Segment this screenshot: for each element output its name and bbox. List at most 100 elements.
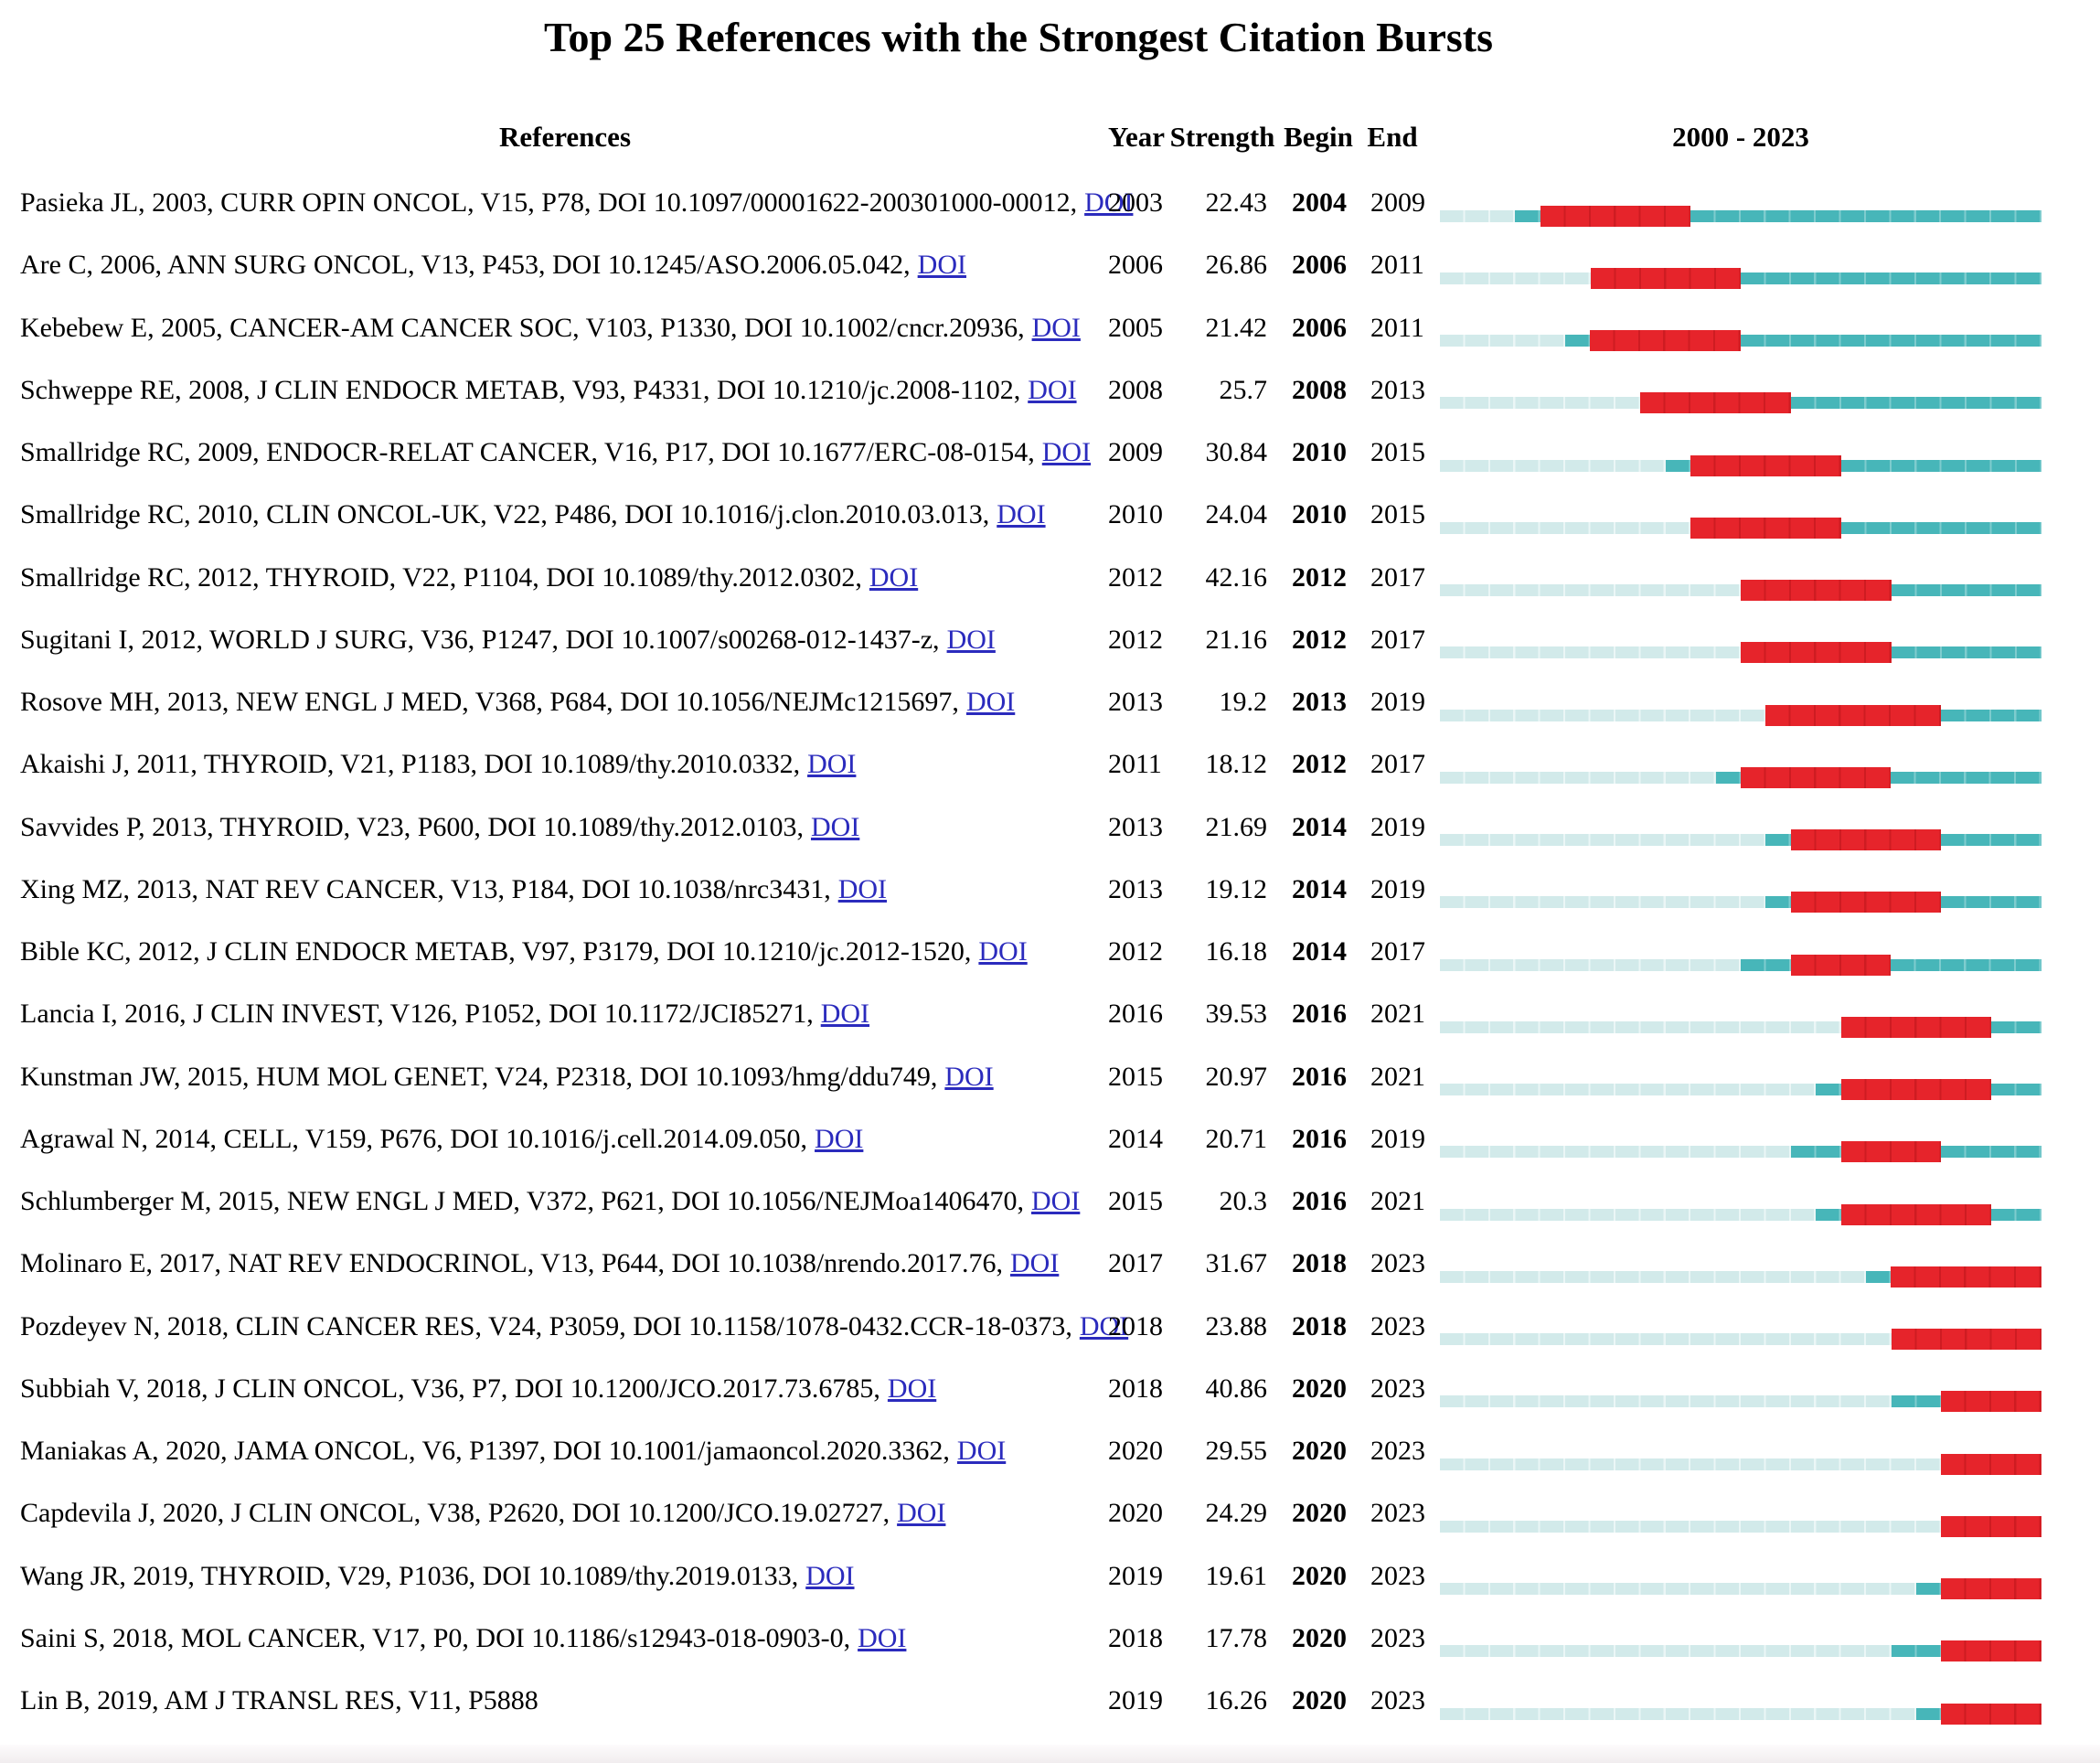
- doi-link[interactable]: DOI: [997, 499, 1046, 530]
- strength-cell: 19.2: [1219, 687, 1268, 717]
- doi-link[interactable]: DOI: [837, 873, 888, 904]
- burst-segment: [1590, 267, 1741, 289]
- year-cell: 2005: [1108, 312, 1163, 343]
- pre-publication-segment: [1440, 709, 1766, 721]
- end-cell: 2023: [1370, 1248, 1425, 1279]
- strength-cell: 21.69: [1205, 811, 1268, 842]
- end-cell: 2023: [1370, 1436, 1425, 1466]
- table-row: Maniakas A, 2020, JAMA ONCOL, V6, P1397,…: [0, 1431, 2100, 1475]
- doi-link[interactable]: DOI: [858, 1622, 907, 1653]
- strength-cell: 39.53: [1205, 999, 1268, 1030]
- strength-cell: 29.55: [1205, 1436, 1268, 1466]
- burst-segment: [1540, 205, 1691, 227]
- doi-link[interactable]: DOI: [965, 687, 1016, 717]
- reference-citation: Pasieka JL, 2003, CURR OPIN ONCOL, V15, …: [20, 187, 1078, 218]
- pre-publication-segment: [1440, 646, 1741, 659]
- begin-cell: 2016: [1292, 1123, 1347, 1154]
- post-burst-segment: [1991, 1208, 2041, 1221]
- burst-timeline-bar: [1440, 954, 2041, 976]
- begin-cell: 2014: [1292, 873, 1347, 904]
- published-segment: [1891, 1645, 1942, 1658]
- year-cell: 2018: [1108, 1310, 1163, 1341]
- doi-link[interactable]: DOI: [805, 1560, 855, 1591]
- doi-link[interactable]: DOI: [815, 1123, 864, 1154]
- table-row: Molinaro E, 2017, NAT REV ENDOCRINOL, V1…: [0, 1244, 2100, 1288]
- doi-link[interactable]: DOI: [956, 1436, 1007, 1466]
- pre-publication-segment: [1440, 958, 1741, 971]
- year-cell: 2017: [1108, 1248, 1163, 1279]
- year-cell: 2003: [1108, 187, 1163, 218]
- pre-publication-segment: [1440, 272, 1591, 284]
- reference-text: Agrawal N, 2014, CELL, V159, P676, DOI 1…: [20, 1119, 863, 1159]
- doi-link[interactable]: DOI: [1079, 1310, 1129, 1341]
- burst-segment: [1840, 1079, 1992, 1100]
- reference-text: Lancia I, 2016, J CLIN INVEST, V126, P10…: [20, 994, 869, 1034]
- begin-cell: 2020: [1292, 1436, 1347, 1466]
- reference-text: Subbiah V, 2018, J CLIN ONCOL, V36, P7, …: [20, 1369, 936, 1409]
- doi-link[interactable]: DOI: [1084, 187, 1134, 218]
- doi-link[interactable]: DOI: [810, 811, 860, 842]
- pre-publication-segment: [1440, 1395, 1892, 1408]
- published-segment: [1765, 834, 1791, 846]
- reference-text: Pasieka JL, 2003, CURR OPIN ONCOL, V15, …: [20, 183, 1133, 223]
- reference-text: Sugitani I, 2012, WORLD J SURG, V36, P12…: [20, 620, 996, 660]
- begin-cell: 2016: [1292, 1061, 1347, 1092]
- end-cell: 2019: [1370, 811, 1425, 842]
- reference-citation: Saini S, 2018, MOL CANCER, V17, P0, DOI …: [20, 1622, 851, 1653]
- end-cell: 2017: [1370, 749, 1425, 780]
- begin-cell: 2010: [1292, 437, 1347, 467]
- table-row: Smallridge RC, 2009, ENDOCR-RELAT CANCER…: [0, 433, 2100, 476]
- end-cell: 2021: [1370, 1061, 1425, 1092]
- doi-link[interactable]: DOI: [1031, 1186, 1081, 1216]
- begin-cell: 2006: [1292, 312, 1347, 343]
- doi-link[interactable]: DOI: [917, 250, 966, 281]
- reference-text: Are C, 2006, ANN SURG ONCOL, V13, P453, …: [20, 245, 966, 285]
- year-cell: 2006: [1108, 250, 1163, 281]
- pre-publication-segment: [1440, 1645, 1892, 1658]
- doi-link[interactable]: DOI: [1028, 374, 1077, 405]
- reference-citation: Pozdeyev N, 2018, CLIN CANCER RES, V24, …: [20, 1310, 1072, 1341]
- reference-citation: Smallridge RC, 2009, ENDOCR-RELAT CANCER…: [20, 437, 1035, 467]
- doi-link[interactable]: DOI: [807, 749, 857, 780]
- reference-text: Smallridge RC, 2010, CLIN ONCOL-UK, V22,…: [20, 495, 1046, 535]
- reference-citation: Schweppe RE, 2008, J CLIN ENDOCR METAB, …: [20, 374, 1021, 405]
- end-cell: 2015: [1370, 437, 1425, 467]
- strength-cell: 19.61: [1205, 1560, 1268, 1591]
- post-burst-segment: [1941, 834, 2041, 846]
- strength-cell: 19.12: [1205, 873, 1268, 904]
- column-header-timeline-range: 2000 - 2023: [1672, 121, 1809, 153]
- reference-citation: Kebebew E, 2005, CANCER-AM CANCER SOC, V…: [20, 312, 1025, 343]
- begin-cell: 2016: [1292, 1186, 1347, 1216]
- table-row: Schlumberger M, 2015, NEW ENGL J MED, V3…: [0, 1181, 2100, 1225]
- doi-link[interactable]: DOI: [820, 999, 870, 1030]
- doi-link[interactable]: DOI: [1041, 437, 1092, 467]
- end-cell: 2011: [1370, 250, 1424, 281]
- pre-publication-segment: [1440, 1208, 1817, 1221]
- strength-cell: 20.3: [1219, 1186, 1268, 1216]
- doi-link[interactable]: DOI: [887, 1373, 937, 1404]
- doi-link[interactable]: DOI: [946, 624, 996, 655]
- burst-timeline-bar: [1440, 1329, 2041, 1351]
- year-cell: 2010: [1108, 499, 1163, 530]
- end-cell: 2019: [1370, 687, 1425, 717]
- burst-timeline-bar: [1440, 1391, 2041, 1413]
- doi-link[interactable]: DOI: [897, 1498, 946, 1529]
- published-segment: [1565, 335, 1591, 347]
- burst-timeline-bar: [1440, 392, 2041, 414]
- table-row: Schweppe RE, 2008, J CLIN ENDOCR METAB, …: [0, 370, 2100, 414]
- begin-cell: 2018: [1292, 1310, 1347, 1341]
- pre-publication-segment: [1440, 1333, 1892, 1345]
- burst-timeline-bar: [1440, 1016, 2041, 1038]
- year-cell: 2018: [1108, 1622, 1163, 1653]
- pre-publication-segment: [1440, 584, 1741, 596]
- doi-link[interactable]: DOI: [1009, 1248, 1060, 1279]
- doi-link[interactable]: DOI: [978, 936, 1028, 967]
- burst-timeline-bar: [1440, 829, 2041, 851]
- doi-link[interactable]: DOI: [1031, 312, 1081, 343]
- doi-link[interactable]: DOI: [944, 1061, 994, 1092]
- reference-text: Schweppe RE, 2008, J CLIN ENDOCR METAB, …: [20, 370, 1077, 411]
- doi-link[interactable]: DOI: [869, 561, 919, 593]
- reference-citation: Kunstman JW, 2015, HUM MOL GENET, V24, P…: [20, 1061, 938, 1092]
- end-cell: 2009: [1370, 187, 1425, 218]
- column-header-strength: Strength: [1169, 121, 1275, 153]
